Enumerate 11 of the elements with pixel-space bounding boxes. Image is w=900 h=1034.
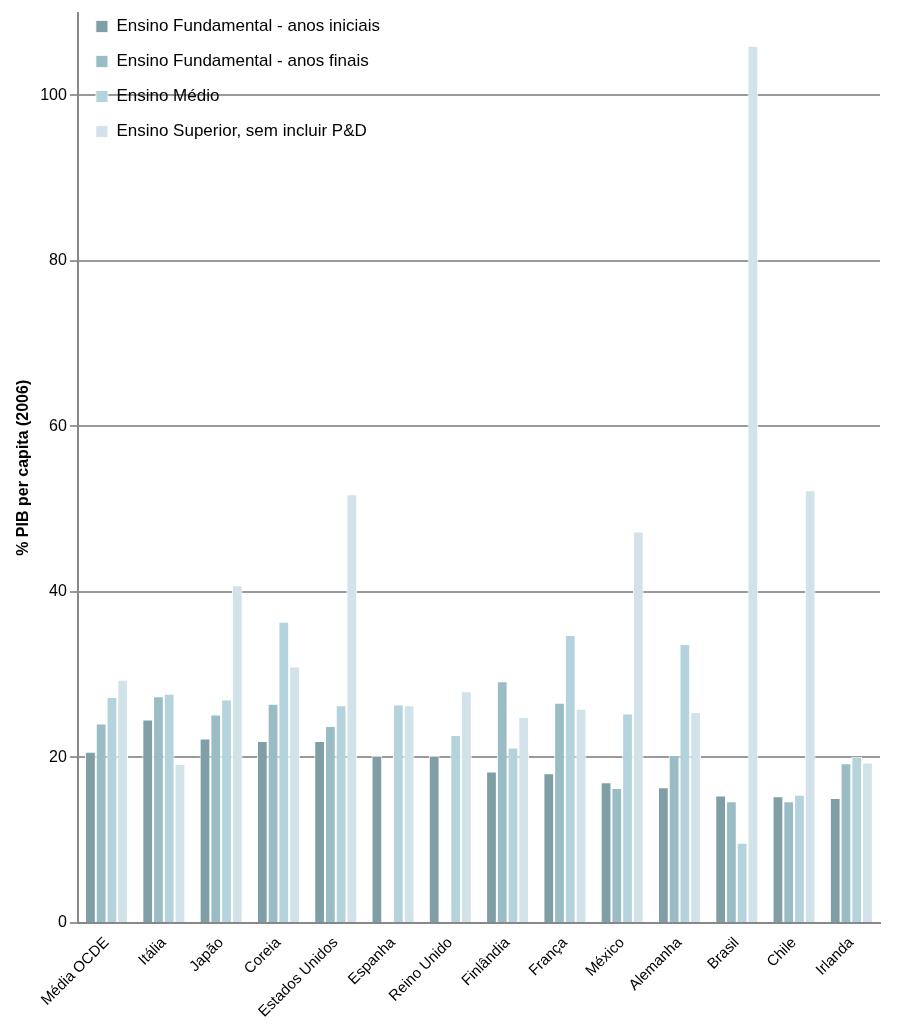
y-tick-label: 40 <box>49 582 67 600</box>
y-tick-label: 60 <box>49 416 67 434</box>
y-tick-label: 100 <box>40 85 67 103</box>
legend-label: Ensino Fundamental - anos iniciais <box>116 16 381 36</box>
y-axis-title: % PIB per capita (2006) <box>14 379 32 556</box>
legend-label: Ensino Médio <box>116 86 220 106</box>
legend-label: Ensino Superior, sem incluir P&D <box>116 121 367 141</box>
y-tick-label: 0 <box>57 913 67 931</box>
y-tick-label: 20 <box>49 747 67 765</box>
y-tick-label: 80 <box>49 251 67 269</box>
legend-label: Ensino Fundamental - anos finais <box>116 51 369 71</box>
